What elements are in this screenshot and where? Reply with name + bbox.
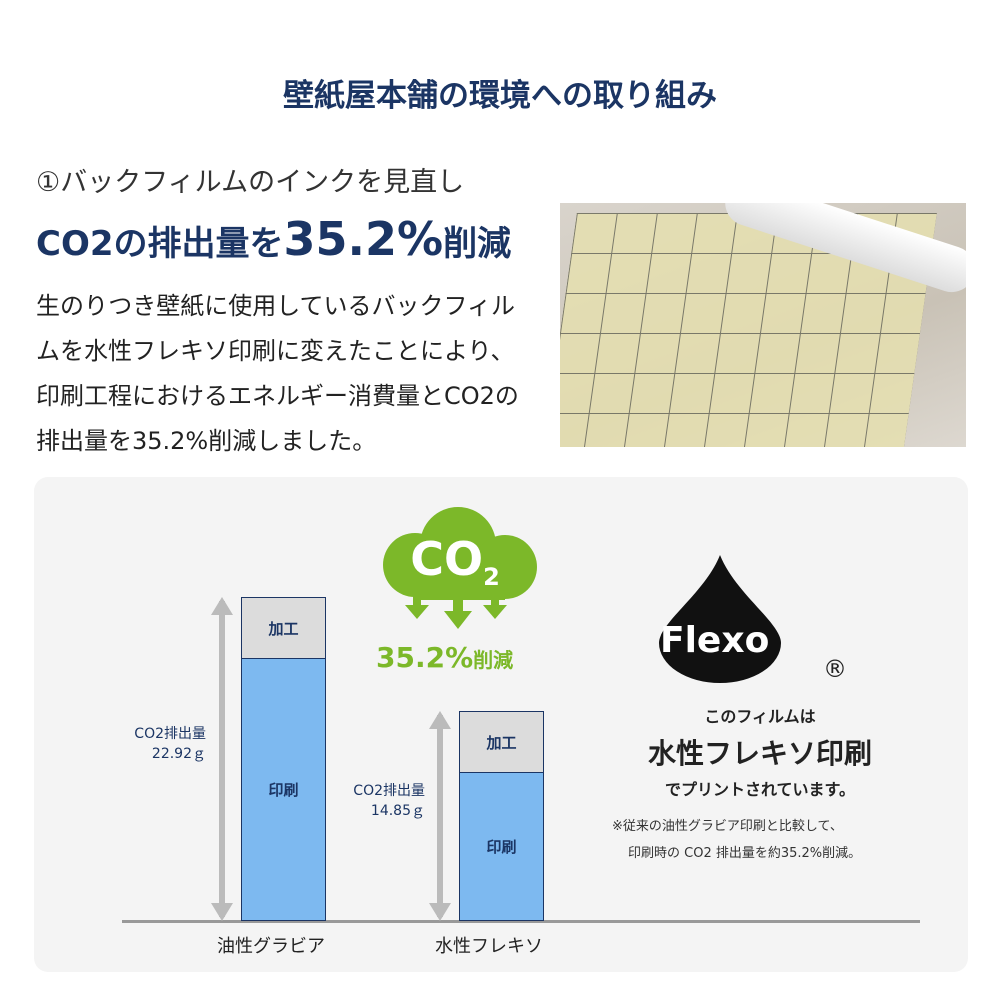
section-body: 生のりつき壁紙に使用しているバックフィルムを水性フレキソ印刷に変えたことにより、… bbox=[36, 292, 519, 455]
co2-cloud-icon bbox=[383, 507, 537, 629]
height-arrow bbox=[211, 597, 233, 921]
co2-value: 14.85ｇ bbox=[370, 803, 425, 820]
flexo-line2: 水性フレキソ印刷 bbox=[647, 737, 872, 770]
category-label: 水性フレキソ bbox=[435, 936, 543, 957]
reduction-label: 35.2%削減 bbox=[376, 641, 513, 674]
flexo-note2: 印刷時の CO2 排出量を約35.2%削減。 bbox=[628, 846, 862, 861]
segment-printing: 印刷 bbox=[268, 781, 299, 799]
category-label: 油性グラビア bbox=[217, 936, 325, 957]
cloud-label: CO2 bbox=[380, 532, 530, 591]
co2-label: CO2排出量 bbox=[353, 783, 425, 800]
cloud-co: CO bbox=[410, 532, 484, 586]
ink-drop-icon bbox=[659, 555, 781, 683]
co2-value-label: CO2排出量 14.85ｇ bbox=[315, 781, 425, 821]
flexo-line1: このフィルムは bbox=[704, 707, 816, 726]
co2-value: 22.92ｇ bbox=[151, 746, 206, 762]
co2-value-label: CO2排出量 22.92ｇ bbox=[96, 724, 206, 764]
product-photo bbox=[560, 203, 966, 447]
stacked-bar: 加工 印刷 bbox=[459, 711, 544, 921]
section-subtitle: ①バックフィルムのインクを見直し bbox=[36, 167, 465, 198]
reduction-text: 削減 bbox=[473, 648, 514, 672]
flexo-logo-text: Flexo bbox=[660, 620, 770, 661]
headline-post: 削減 bbox=[443, 224, 512, 264]
headline-value: 35.2% bbox=[283, 212, 444, 266]
flexo-line3: でプリントされています。 bbox=[665, 780, 855, 799]
flexo-note1: ※従来の油性グラビア印刷と比較して、 bbox=[612, 819, 843, 834]
stacked-bar: 加工 印刷 bbox=[241, 597, 326, 921]
page-title: 壁紙屋本舗の環境への取り組み bbox=[283, 78, 717, 114]
segment-processing: 加工 bbox=[460, 712, 543, 774]
reduction-value: 35.2% bbox=[376, 641, 474, 674]
headline-pre: CO2の排出量を bbox=[36, 224, 284, 264]
segment-printing: 印刷 bbox=[486, 838, 517, 857]
co2-label: CO2排出量 bbox=[134, 726, 206, 742]
cloud-sub: 2 bbox=[483, 563, 500, 592]
segment-processing: 加工 bbox=[242, 598, 325, 659]
registered-mark: ® bbox=[823, 655, 847, 683]
baseline bbox=[122, 920, 920, 923]
section-headline: CO2の排出量を35.2%削減 bbox=[36, 212, 511, 266]
height-arrow bbox=[429, 711, 451, 921]
